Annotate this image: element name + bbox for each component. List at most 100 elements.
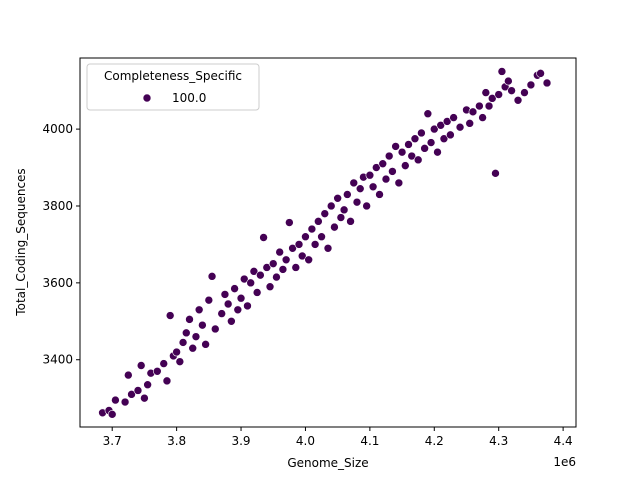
data-point	[227, 316, 236, 326]
data-point	[159, 359, 169, 368]
data-point	[378, 159, 388, 169]
data-point	[468, 107, 478, 117]
data-point	[304, 255, 313, 265]
x-offset-label: 1e6	[553, 455, 576, 469]
data-point	[365, 170, 375, 180]
data-point	[442, 117, 452, 126]
data-point	[249, 267, 259, 276]
data-point	[198, 320, 207, 330]
data-point	[217, 309, 227, 318]
data-point	[165, 311, 175, 320]
data-point	[265, 282, 275, 292]
y-tick-label: 3600	[42, 276, 73, 290]
data-point	[355, 184, 365, 193]
data-point	[333, 193, 342, 203]
data-point	[210, 324, 220, 334]
data-point	[439, 134, 449, 144]
data-point	[526, 80, 536, 90]
data-point	[407, 151, 417, 161]
data-point	[233, 305, 243, 315]
data-point	[281, 255, 291, 265]
data-point	[204, 295, 214, 305]
data-point	[413, 155, 423, 165]
data-point	[339, 205, 349, 215]
data-point	[455, 122, 465, 132]
data-point	[127, 390, 136, 399]
data-point	[278, 265, 288, 274]
x-tick-label: 4.4	[554, 434, 573, 448]
data-point	[429, 124, 439, 134]
data-point	[381, 174, 391, 184]
data-point	[140, 393, 149, 403]
data-point	[346, 217, 355, 226]
data-point	[252, 288, 262, 297]
data-point	[343, 190, 352, 199]
data-point	[236, 293, 246, 303]
data-point	[268, 259, 278, 268]
x-tick-label: 4.0	[296, 434, 315, 448]
x-tick-label: 3.8	[167, 434, 186, 448]
data-point	[243, 301, 252, 311]
data-point	[133, 386, 143, 395]
data-point	[372, 163, 381, 172]
data-point	[375, 190, 384, 199]
data-point	[120, 397, 130, 407]
data-point	[484, 101, 494, 111]
legend-title: Completeness_Specific	[104, 69, 242, 83]
data-point	[256, 270, 265, 280]
data-point	[433, 147, 442, 157]
data-point	[246, 278, 256, 288]
data-point	[162, 376, 172, 386]
data-point	[291, 263, 301, 272]
y-tick-label: 3400	[42, 353, 73, 367]
data-point	[294, 240, 304, 249]
data-point	[426, 138, 436, 147]
data-point	[272, 272, 281, 282]
data-point	[239, 274, 249, 284]
data-point	[352, 197, 362, 207]
x-axis-label: Genome_Size	[287, 456, 368, 470]
data-point	[487, 94, 497, 103]
data-point	[420, 144, 429, 153]
data-point	[124, 370, 133, 380]
data-point	[185, 315, 194, 324]
data-point	[152, 366, 162, 376]
data-point	[397, 147, 407, 157]
data-point	[310, 240, 320, 249]
data-point	[417, 128, 426, 138]
x-tick-label: 4.3	[489, 434, 508, 448]
y-tick-label: 4000	[42, 122, 73, 136]
data-point	[513, 95, 523, 105]
data-point	[497, 67, 507, 76]
data-point	[107, 410, 117, 419]
x-axis: 3.7 3.8 3.9 4.0 4.1 4.2 4.3 4.4	[103, 427, 573, 448]
x-tick-label: 4.1	[360, 434, 379, 448]
data-point	[446, 130, 455, 140]
data-point	[326, 201, 336, 211]
data-point	[317, 232, 326, 242]
data-point	[194, 305, 204, 315]
data-point	[436, 120, 446, 130]
data-point	[188, 343, 198, 353]
legend-marker	[142, 93, 152, 103]
data-point	[478, 113, 487, 122]
data-point	[507, 86, 516, 95]
data-point	[307, 224, 317, 234]
data-point	[223, 299, 233, 309]
data-point	[288, 243, 297, 253]
x-tick-label: 3.7	[103, 434, 122, 448]
data-point	[172, 347, 181, 357]
data-point	[181, 328, 191, 338]
data-point	[207, 272, 217, 281]
data-point	[494, 90, 504, 99]
data-point	[449, 113, 458, 122]
data-point	[201, 340, 210, 349]
data-point	[230, 284, 239, 293]
data-point	[362, 201, 371, 211]
data-point	[394, 178, 404, 188]
data-point	[320, 209, 330, 218]
legend-entry-label: 100.0	[172, 91, 206, 105]
data-point	[520, 88, 529, 97]
data-point	[404, 140, 413, 149]
data-point	[323, 243, 333, 253]
